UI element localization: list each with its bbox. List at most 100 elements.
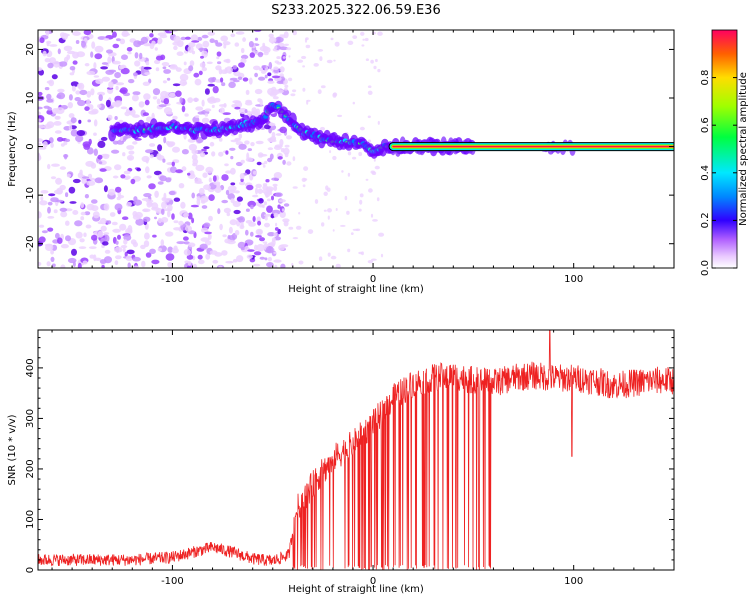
noise-mark <box>326 59 333 64</box>
noise-mark <box>204 108 212 112</box>
noise-mark <box>90 51 94 58</box>
noise-mark <box>151 112 155 120</box>
noise-mark <box>140 36 149 45</box>
noise-mark <box>364 37 369 42</box>
noise-mark <box>160 239 165 247</box>
noise-mark <box>247 148 252 152</box>
noise-mark <box>143 240 150 248</box>
noise-mark <box>335 208 338 211</box>
noise-mark <box>65 235 71 242</box>
noise-mark <box>42 141 48 148</box>
noise-mark <box>279 139 284 146</box>
noise-mark <box>100 225 107 232</box>
noise-mark <box>56 137 64 142</box>
noise-mark <box>55 177 63 185</box>
noise-mark <box>191 40 200 43</box>
noise-mark <box>82 141 91 148</box>
noise-mark <box>155 55 164 61</box>
noise-mark <box>114 203 123 211</box>
noise-mark <box>185 225 192 232</box>
noise-mark <box>253 65 261 71</box>
spectrogram-x-tick-label: 100 <box>564 274 583 285</box>
noise-mark <box>265 187 273 194</box>
noise-mark <box>97 140 106 148</box>
noise-mark <box>133 72 138 77</box>
noise-mark <box>266 262 274 268</box>
noise-mark <box>93 148 99 156</box>
noise-mark <box>234 106 241 110</box>
noise-mark <box>274 60 279 64</box>
noise-mark <box>218 104 227 107</box>
noise-mark <box>119 38 126 45</box>
noise-mark <box>268 122 276 127</box>
noise-mark <box>201 99 205 107</box>
noise-mark <box>304 38 308 43</box>
noise-mark <box>253 263 261 267</box>
noise-mark <box>94 45 104 53</box>
noise-mark <box>231 104 238 108</box>
noise-mark <box>111 221 118 226</box>
noise-mark <box>135 218 145 226</box>
spectrogram-y-axis-title: Frequency (Hz) <box>7 111 18 187</box>
noise-mark <box>268 61 273 70</box>
noise-mark <box>148 183 156 190</box>
noise-mark <box>197 111 205 115</box>
noise-mark <box>93 132 97 136</box>
noise-mark <box>232 200 241 208</box>
noise-mark <box>232 65 238 70</box>
noise-mark <box>69 72 75 76</box>
noise-mark <box>225 150 229 155</box>
noise-mark <box>238 62 245 68</box>
noise-mark <box>271 195 274 201</box>
noise-mark <box>282 218 290 223</box>
noise-mark <box>116 100 123 106</box>
noise-mark <box>195 43 203 50</box>
noise-mark <box>128 150 135 155</box>
noise-mark <box>38 261 42 266</box>
noise-mark <box>42 50 47 57</box>
noise-mark <box>48 193 56 197</box>
noise-mark <box>268 139 277 143</box>
colorbar-tick-label: 0.8 <box>700 70 711 86</box>
noise-mark <box>93 119 98 127</box>
noise-mark <box>221 250 228 256</box>
noise-mark <box>329 150 332 154</box>
noise-mark <box>188 143 198 151</box>
noise-mark <box>238 143 247 150</box>
noise-mark <box>149 43 155 50</box>
noise-mark <box>60 264 66 268</box>
noise-mark <box>237 241 246 249</box>
noise-mark <box>257 220 262 226</box>
noise-mark <box>195 106 204 111</box>
noise-mark <box>79 169 83 175</box>
noise-mark <box>317 49 324 52</box>
noise-mark <box>166 77 171 81</box>
noise-mark <box>103 185 108 193</box>
noise-mark <box>114 246 123 253</box>
noise-mark <box>252 194 259 198</box>
noise-mark <box>267 72 272 77</box>
noise-mark <box>59 166 66 170</box>
noise-mark <box>115 255 122 260</box>
noise-mark <box>181 166 187 172</box>
noise-mark <box>248 41 254 48</box>
spectrogram-x-tick-label: -100 <box>161 274 184 285</box>
noise-mark <box>330 37 334 41</box>
noise-mark <box>263 201 267 206</box>
noise-mark <box>184 36 191 40</box>
noise-mark <box>67 257 77 264</box>
noise-mark <box>84 211 91 216</box>
noise-mark <box>74 97 81 102</box>
noise-mark <box>50 197 59 203</box>
noise-mark <box>72 178 81 184</box>
noise-mark <box>184 113 189 117</box>
noise-mark <box>273 251 277 255</box>
noise-mark <box>167 210 171 218</box>
noise-mark <box>327 215 330 220</box>
noise-mark <box>267 242 273 246</box>
noise-mark <box>141 260 146 268</box>
noise-mark <box>224 238 231 244</box>
noise-mark <box>78 246 87 250</box>
noise-mark <box>205 253 211 260</box>
noise-mark <box>123 239 128 245</box>
